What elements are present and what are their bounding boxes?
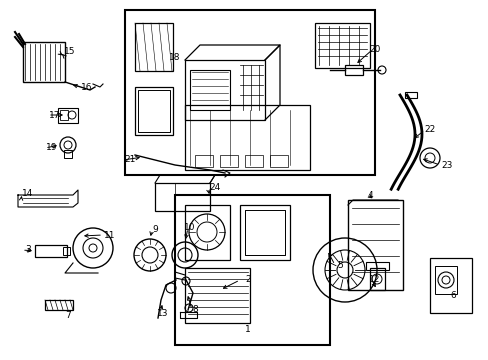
- Text: 23: 23: [440, 161, 452, 170]
- Text: 14: 14: [22, 189, 34, 198]
- Bar: [434, 266, 456, 294]
- Bar: [365, 262, 388, 270]
- Bar: [345, 65, 362, 75]
- Bar: [195, 155, 213, 167]
- Bar: [347, 200, 402, 290]
- Text: 16: 16: [81, 82, 93, 91]
- Text: 11: 11: [104, 230, 116, 239]
- Bar: [63, 247, 70, 255]
- Text: 5: 5: [336, 261, 342, 270]
- Bar: [244, 210, 285, 255]
- Text: 2: 2: [244, 275, 250, 284]
- Text: 13: 13: [157, 309, 168, 318]
- Text: 7: 7: [65, 310, 71, 320]
- Bar: [155, 183, 209, 211]
- Text: 1: 1: [244, 325, 250, 334]
- Bar: [404, 92, 416, 98]
- Bar: [190, 70, 229, 110]
- Bar: [45, 300, 73, 310]
- Text: 9: 9: [152, 225, 158, 234]
- Text: 3: 3: [25, 246, 31, 255]
- Text: 4: 4: [366, 190, 372, 199]
- Text: 10: 10: [184, 224, 195, 233]
- Bar: [35, 245, 67, 257]
- Bar: [184, 60, 264, 120]
- Text: 8: 8: [192, 306, 198, 315]
- Text: 6: 6: [449, 291, 455, 300]
- Bar: [135, 23, 173, 71]
- Bar: [244, 155, 263, 167]
- Bar: [23, 42, 65, 82]
- Bar: [60, 110, 68, 120]
- Bar: [220, 155, 238, 167]
- Bar: [184, 268, 249, 323]
- Bar: [64, 150, 72, 158]
- Bar: [125, 10, 374, 175]
- Bar: [240, 205, 289, 260]
- Bar: [175, 195, 329, 345]
- Text: 21: 21: [124, 156, 135, 165]
- Bar: [184, 205, 229, 260]
- Text: 24: 24: [209, 184, 220, 193]
- Text: 22: 22: [424, 126, 435, 135]
- Bar: [369, 268, 384, 290]
- Bar: [135, 87, 173, 135]
- Bar: [429, 258, 471, 313]
- Bar: [184, 105, 309, 170]
- Text: 12: 12: [368, 275, 380, 284]
- Text: 15: 15: [64, 48, 76, 57]
- Text: 17: 17: [49, 111, 61, 120]
- Text: 18: 18: [169, 54, 181, 63]
- Bar: [138, 90, 170, 132]
- Text: 19: 19: [46, 144, 58, 153]
- Bar: [58, 108, 78, 123]
- Bar: [269, 155, 287, 167]
- Text: 20: 20: [368, 45, 380, 54]
- Bar: [314, 23, 369, 68]
